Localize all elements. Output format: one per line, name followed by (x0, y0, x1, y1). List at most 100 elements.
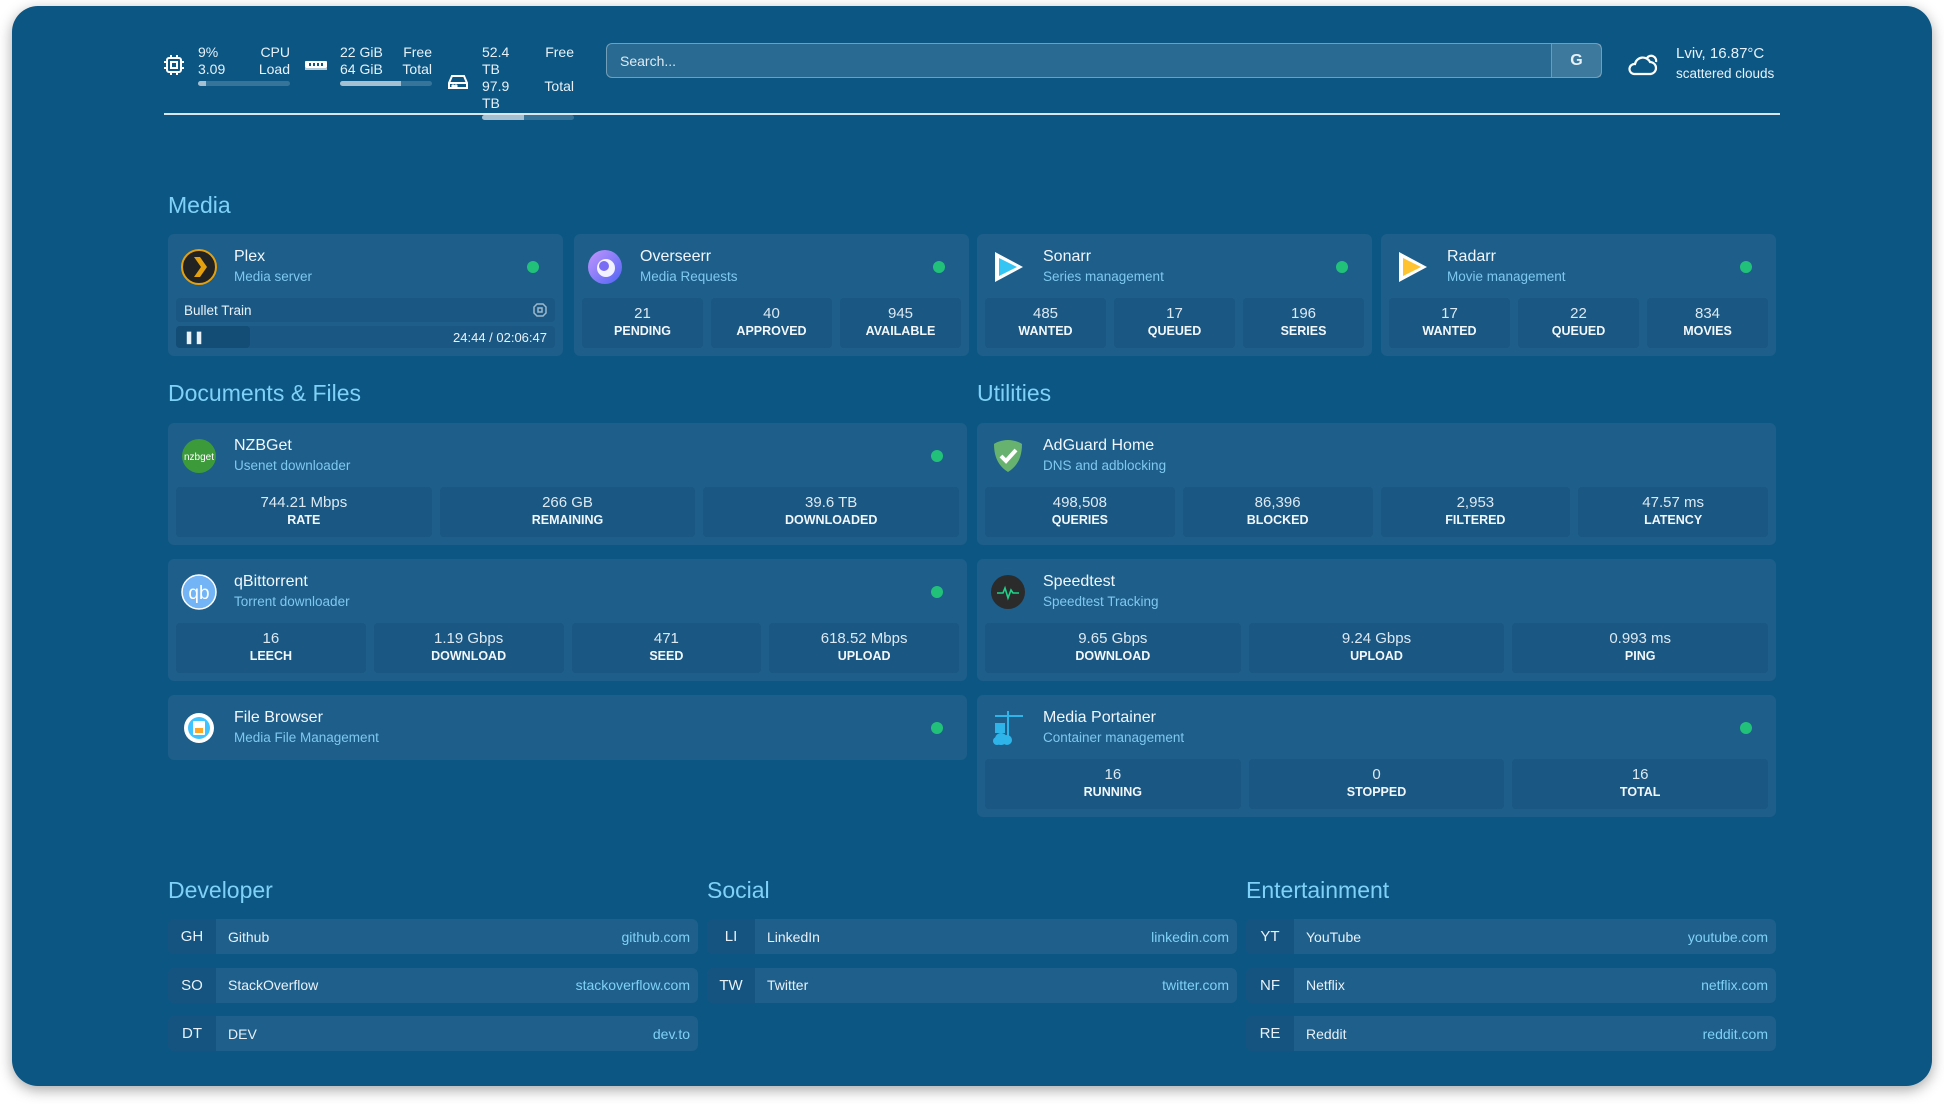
status-dot (933, 261, 945, 273)
service-name: Overseerr (640, 248, 712, 265)
stat-block: 834 MOVIES (1647, 298, 1768, 348)
bookmark-abbr: TW (707, 967, 755, 1003)
stat-block: 21 PENDING (582, 298, 703, 348)
bookmark-url: reddit.com (1702, 1025, 1768, 1042)
bookmark-url: twitter.com (1162, 977, 1229, 993)
service-name: AdGuard Home (1043, 437, 1155, 454)
service-card-qbittorrent[interactable]: qb qBittorrent Torrent downloader 16 LEEC… (168, 559, 967, 681)
bookmark-developer[interactable]: GH Github github.com (168, 919, 698, 954)
qbittorrent-icon: qb (180, 573, 218, 611)
stat-value: 498,508 (1052, 494, 1107, 511)
stat-value: 16 (1104, 766, 1122, 783)
stat-value: 17 (1166, 305, 1183, 322)
playback-progress[interactable]: ❚❚ 24:44 / 02:06:47 (176, 326, 555, 348)
status-dot (931, 722, 943, 734)
memory-free: 22 GiB (340, 44, 383, 60)
service-card-adguard[interactable]: AdGuard Home DNS and adblocking 498,508 Q… (977, 423, 1776, 545)
stat-label: MOVIES (1683, 324, 1732, 338)
total-label: Total (544, 78, 574, 94)
bookmark-entertainment[interactable]: YT YouTube youtube.com (1246, 919, 1776, 954)
bookmark-social[interactable]: LI LinkedIn linkedin.com (707, 919, 1237, 954)
plex-icon (181, 249, 217, 285)
search-provider-button[interactable]: G (1551, 44, 1601, 77)
memory-widget: 22 GiB Free 64 GiB Total (304, 44, 432, 86)
stat-value: 9.65 Gbps (1078, 630, 1148, 647)
service-description: Media Requests (640, 269, 738, 284)
bookmark-name: DEV (228, 1025, 257, 1042)
bookmark-url: dev.to (652, 1025, 690, 1042)
stat-block: 471 SEED (571, 623, 762, 673)
stat-block: 86,396 BLOCKED (1182, 487, 1373, 537)
stat-label: WANTED (1422, 324, 1477, 338)
stats-row: 17 WANTED 22 QUEUED 834 MOVIES (1389, 298, 1768, 348)
memory-icon (305, 61, 327, 70)
bookmark-name: StackOverflow (228, 977, 319, 993)
search-input[interactable] (607, 52, 1551, 69)
now-playing-title: Bullet Train (184, 302, 252, 318)
service-card-speedtest[interactable]: Speedtest Speedtest Tracking 9.65 Gbps DO… (977, 559, 1776, 681)
pause-icon[interactable]: ❚❚ (184, 330, 205, 344)
cpu-widget: 9% CPU 3.09 Load (162, 44, 290, 86)
stat-value: 266 GB (542, 494, 593, 511)
stat-block: 22 QUEUED (1518, 298, 1639, 348)
bookmark-abbr: YT (1246, 919, 1294, 954)
stat-label: WANTED (1018, 324, 1073, 338)
stat-label: PENDING (614, 324, 671, 338)
bookmark-name: YouTube (1306, 928, 1362, 945)
bookmark-name: Netflix (1306, 977, 1345, 993)
stats-row: 9.65 Gbps DOWNLOAD 9.24 Gbps UPLOAD 0.993 ms… (985, 623, 1769, 673)
bookmark-name: Github (228, 928, 270, 945)
service-card-portainer[interactable]: Media Portainer Container management 16 R… (977, 695, 1776, 817)
service-name: Radarr (1447, 248, 1496, 265)
service-card-sonarr[interactable]: Sonarr Series management 485 WANTED 17 QUEU… (977, 234, 1372, 356)
status-dot (1336, 261, 1348, 273)
service-description: Movie management (1447, 269, 1566, 284)
group-title-developer: Developer (168, 877, 273, 903)
stat-block: 498,508 QUERIES (985, 487, 1175, 537)
sonarr-icon (989, 248, 1027, 286)
stat-value: 471 (653, 630, 679, 647)
service-card-radarr[interactable]: Radarr Movie management 17 WANTED 22 QUEUED… (1381, 234, 1776, 356)
stat-block: 196 SERIES (1243, 298, 1364, 348)
disk-widget: 52.4 TB Free 97.9 TB Total (446, 44, 574, 120)
bookmark-social[interactable]: TW Twitter twitter.com (707, 967, 1237, 1003)
bookmark-name: Twitter (767, 977, 809, 993)
stat-block: 744.21 Mbps RATE (176, 487, 432, 537)
bookmark-url: stackoverflow.com (575, 977, 690, 993)
stat-value: 40 (763, 305, 780, 322)
service-description: Series management (1043, 269, 1164, 284)
stat-label: RATE (287, 513, 321, 527)
disk-free: 52.4 TB (482, 44, 510, 77)
bookmark-entertainment[interactable]: RE Reddit reddit.com (1246, 1016, 1776, 1051)
search-bar: G (606, 43, 1602, 78)
group-title-docs: Documents & Files (168, 380, 362, 406)
service-card-filebrowser[interactable]: File Browser Media File Management (168, 695, 967, 760)
stats-row: 16 RUNNING 0 STOPPED 16 TOTAL (985, 759, 1769, 809)
group-title-media: Media (168, 192, 231, 218)
speedtest-icon (989, 573, 1027, 611)
bookmark-developer[interactable]: DT DEV dev.to (168, 1016, 698, 1051)
stat-label: TOTAL (1619, 785, 1661, 799)
stat-block: 0 STOPPED (1248, 759, 1505, 809)
stat-value: 16 (262, 630, 280, 647)
stat-block: 1.19 Gbps DOWNLOAD (373, 623, 564, 673)
service-card-overseerr[interactable]: Overseerr Media Requests 21 PENDING 40 APPR… (574, 234, 969, 356)
service-description: Torrent downloader (234, 594, 350, 609)
service-name: NZBGet (234, 437, 292, 454)
service-description: Media File Management (234, 730, 379, 745)
service-card-plex[interactable]: Plex Media server Bullet Train ❚❚ 24:44 … (168, 234, 563, 356)
stat-label: AVAILABLE (865, 324, 936, 338)
stat-value: 16 (1631, 766, 1649, 783)
weather-location-temp: Lviv, 16.87°C (1676, 45, 1765, 62)
stat-label: STOPPED (1346, 785, 1407, 799)
bookmark-entertainment[interactable]: NF Netflix netflix.com (1246, 967, 1776, 1003)
bookmark-abbr: DT (168, 1016, 216, 1051)
svg-text:qb: qb (188, 583, 209, 604)
service-card-nzbget[interactable]: nzbget NZBGet Usenet downloader 744.21 M… (168, 423, 967, 545)
stat-value: 0.993 ms (1609, 630, 1672, 647)
stat-value: 17 (1441, 305, 1458, 322)
service-description: DNS and adblocking (1043, 458, 1167, 473)
stat-block: 16 RUNNING (985, 759, 1241, 809)
bookmark-developer[interactable]: SO StackOverflow stackoverflow.com (168, 967, 698, 1003)
stat-label: LEECH (249, 649, 293, 663)
